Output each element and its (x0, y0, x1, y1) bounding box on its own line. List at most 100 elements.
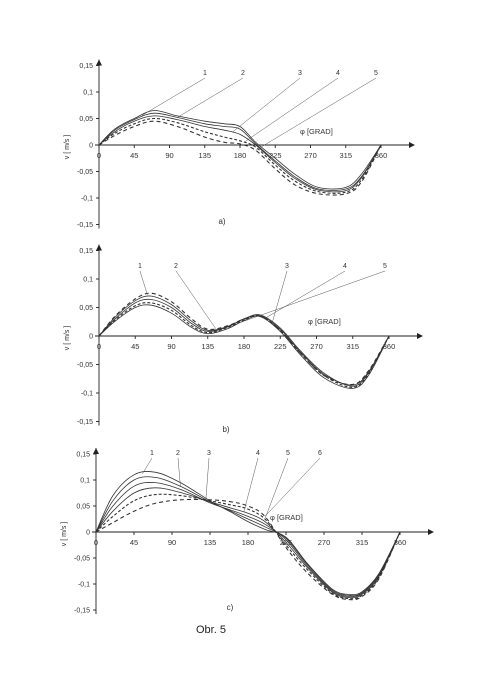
series-line-5 (98, 120, 382, 196)
series-line-4 (95, 487, 401, 599)
x-tick-label: 135 (198, 151, 211, 160)
curve-leader-4 (243, 77, 339, 143)
curve-leader-1 (142, 457, 153, 474)
y-tick-label: 0,1 (83, 277, 93, 284)
chart-panel-1: 0,150,10,050-0,05-0,1-0,150 45 90 135 180 225… (64, 59, 415, 229)
curve-label-3: 3 (298, 70, 302, 77)
x-tick-label: 90 (167, 342, 175, 351)
curve-label-4: 4 (343, 263, 347, 270)
figure-label: Obr. 5 (196, 624, 226, 636)
curve-leader-5 (239, 270, 386, 323)
x-tick-label: 45 (131, 342, 139, 351)
x-tick-label: 0 (94, 538, 98, 547)
series-line-2 (98, 295, 390, 386)
curve-label-4: 4 (336, 70, 340, 77)
curve-label-2: 2 (241, 70, 245, 77)
series-line-4 (98, 117, 382, 194)
y-tick-label: 0 (89, 143, 93, 150)
y-tick-label: 0,1 (83, 90, 93, 97)
curve-leader-5 (264, 457, 289, 520)
series-line-3 (98, 115, 382, 193)
y-axis-arrow (93, 448, 99, 454)
x-tick-label: 360 (375, 151, 388, 160)
x-axis-label: φ [GRAD] (270, 513, 303, 522)
panel-caption: c) (227, 603, 234, 612)
x-tick-label: 45 (130, 538, 138, 547)
y-tick-label: -0,15 (77, 419, 93, 426)
curve-label-1: 1 (203, 70, 207, 77)
curve-label-1: 1 (150, 450, 154, 457)
curve-leader-5 (255, 77, 377, 151)
curve-label-2: 2 (174, 263, 178, 270)
y-tick-label: 0 (89, 334, 93, 341)
series-line-1 (98, 110, 382, 190)
x-tick-label: 45 (130, 151, 138, 160)
curve-label-3: 3 (207, 450, 211, 457)
y-tick-label: 0,15 (76, 452, 90, 459)
x-tick-label: 135 (201, 342, 214, 351)
series-line-3 (98, 298, 390, 387)
curve-label-2: 2 (176, 450, 180, 457)
curve-label-5: 5 (286, 450, 290, 457)
x-tick-label: 180 (242, 538, 255, 547)
chart-panel-3: 0,150,10,050-0,05-0,1-0,150 45 90 135 180 225… (61, 448, 434, 615)
x-tick-label: 360 (394, 538, 407, 547)
curve-leader-6 (264, 457, 321, 517)
chart-panel-2: 0,150,10,050-0,05-0,1-0,150 45 90 135 180 225… (64, 244, 423, 434)
y-axis-arrow (96, 244, 102, 251)
y-tick-label: -0,1 (81, 196, 93, 203)
y-tick-label: 0,05 (79, 116, 93, 123)
curve-leader-3 (271, 270, 288, 323)
x-tick-label: 225 (274, 342, 287, 351)
y-tick-label: -0,05 (77, 169, 93, 176)
curve-leader-2 (177, 457, 181, 487)
figure-label-text: Obr. 5 (196, 624, 226, 636)
y-axis-label: v [ m/s ] (64, 326, 71, 351)
x-tick-label: 225 (269, 151, 282, 160)
x-axis-label: φ [GRAD] (308, 317, 341, 326)
curve-label-3: 3 (285, 263, 289, 270)
y-axis-arrow (96, 59, 102, 66)
curve-label-4: 4 (256, 450, 260, 457)
curve-leader-2 (175, 270, 217, 329)
x-tick-label: 90 (168, 538, 176, 547)
y-axis-label: v [ m/s ] (64, 135, 71, 160)
x-tick-label: 0 (97, 151, 101, 160)
curve-label-5: 5 (383, 263, 387, 270)
x-axis-arrow (409, 142, 415, 148)
x-axis-label: φ [GRAD] (300, 127, 333, 136)
curve-leader-4 (243, 457, 259, 513)
series-line-5 (98, 304, 390, 389)
y-tick-label: 0,05 (79, 305, 93, 312)
x-tick-label: 315 (356, 538, 369, 547)
y-tick-label: -0,05 (77, 362, 93, 369)
curve-leader-3 (205, 457, 210, 501)
y-tick-label: 0,15 (79, 248, 93, 255)
curve-leader-1 (141, 77, 206, 116)
x-tick-label: 315 (346, 342, 359, 351)
curve-leader-4 (264, 270, 346, 320)
series-line-2 (98, 112, 382, 191)
y-tick-label: 0,05 (76, 504, 90, 511)
x-tick-label: 135 (204, 538, 217, 547)
y-tick-label: -0,05 (74, 556, 90, 563)
series-line-2 (95, 476, 401, 597)
x-tick-label: 270 (310, 342, 323, 351)
curve-leader-2 (177, 77, 244, 118)
x-tick-label: 180 (234, 151, 247, 160)
x-axis-arrow (417, 333, 423, 339)
x-axis-arrow (428, 529, 434, 535)
panel-caption: a) (218, 217, 225, 226)
y-tick-label: 0 (86, 530, 90, 537)
curve-label-1: 1 (138, 263, 142, 270)
x-tick-label: 90 (165, 151, 173, 160)
curve-label-6: 6 (318, 450, 322, 457)
x-tick-label: 0 (97, 342, 101, 351)
series-line-1 (95, 471, 401, 596)
x-tick-label: 270 (318, 538, 331, 547)
x-tick-label: 360 (383, 342, 396, 351)
panel-caption: b) (222, 425, 229, 434)
y-tick-label: -0,1 (81, 391, 93, 398)
